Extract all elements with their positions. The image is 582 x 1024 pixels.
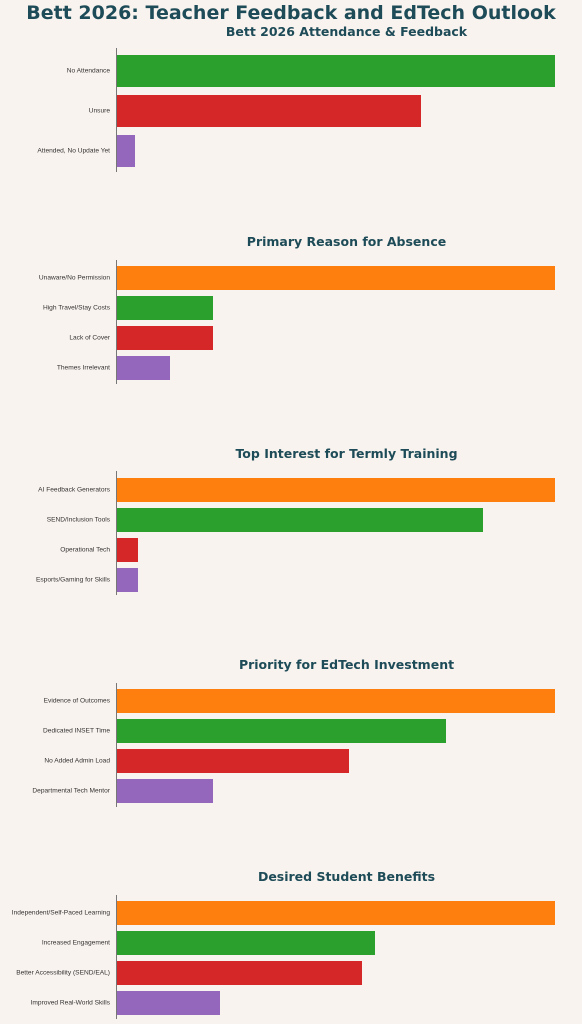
y-axis-line <box>116 895 117 1019</box>
bar <box>117 296 214 320</box>
category-label: Increased Engagement <box>41 939 110 947</box>
bar <box>117 961 363 985</box>
bar <box>117 931 376 955</box>
chart-panel-1: Bett 2026 Attendance & Feedback No Attend… <box>0 22 582 176</box>
bar <box>117 135 135 167</box>
category-label: Improved Real-World Skills <box>30 999 110 1007</box>
bar <box>117 95 422 127</box>
bar <box>117 689 555 713</box>
category-label: No Attendance <box>66 67 110 75</box>
y-axis-line <box>116 48 117 172</box>
bar <box>117 779 214 803</box>
category-label: Themes Irrelevant <box>56 364 110 372</box>
category-label: Operational Tech <box>60 546 110 554</box>
bar <box>117 266 555 290</box>
bar <box>117 55 555 87</box>
bar <box>117 326 214 350</box>
category-label: Unsure <box>88 107 110 115</box>
chart-title: Primary Reason for Absence <box>246 234 447 249</box>
bar <box>117 719 446 743</box>
chart-panel-2: Primary Reason for Absence Unaware/No Per… <box>0 232 582 388</box>
category-label: SEND/Inclusion Tools <box>46 516 110 524</box>
y-axis-line <box>116 260 117 384</box>
bar <box>117 538 139 562</box>
chart-title: Priority for EdTech Investment <box>238 657 455 672</box>
category-label: Evidence of Outcomes <box>43 697 110 705</box>
chart-title: Desired Student Benefits <box>257 869 436 884</box>
chart-panel-5: Desired Student Benefits Independent/Self… <box>0 867 582 1023</box>
category-label: Esports/Gaming for Skills <box>35 576 110 584</box>
category-label: Departmental Tech Mentor <box>32 787 110 795</box>
bar <box>117 478 555 502</box>
chart-panel-3: Top Interest for Termly Training AI Feedb… <box>0 444 582 599</box>
category-label: Better Accessibility (SEND/EAL) <box>16 969 110 977</box>
category-label: Lack of Cover <box>69 334 110 342</box>
bar <box>117 356 170 380</box>
main-title: Bett 2026: Teacher Feedback and EdTech O… <box>26 2 556 24</box>
bar <box>117 568 139 592</box>
bar <box>117 749 350 773</box>
chart-title: Bett 2026 Attendance & Feedback <box>225 24 468 39</box>
category-label: Attended, No Update Yet <box>37 147 110 155</box>
y-axis-line <box>116 471 117 595</box>
bar <box>117 991 220 1015</box>
category-label: Independent/Self-Paced Learning <box>11 909 110 917</box>
category-label: No Added Admin Load <box>44 757 110 765</box>
chart-panel-4: Priority for EdTech Investment Evidence o… <box>0 655 582 811</box>
category-label: Unaware/No Permission <box>38 274 110 282</box>
category-label: Dedicated INSET Time <box>43 727 110 735</box>
bar <box>117 508 483 532</box>
category-label: AI Feedback Generators <box>38 486 110 494</box>
y-axis-line <box>116 683 117 807</box>
bar <box>117 901 555 925</box>
chart-title: Top Interest for Termly Training <box>235 446 458 461</box>
category-label: High Travel/Stay Costs <box>42 304 110 312</box>
